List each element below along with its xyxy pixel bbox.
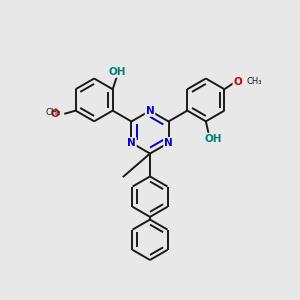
Text: O: O [50,109,59,118]
Text: CH₃: CH₃ [46,109,62,118]
Text: N: N [146,106,154,116]
Text: N: N [127,138,136,148]
Text: OH: OH [205,134,222,144]
Text: OH: OH [109,67,127,77]
Text: O: O [233,77,242,87]
Text: N: N [164,138,173,148]
Text: CH₃: CH₃ [247,77,262,86]
